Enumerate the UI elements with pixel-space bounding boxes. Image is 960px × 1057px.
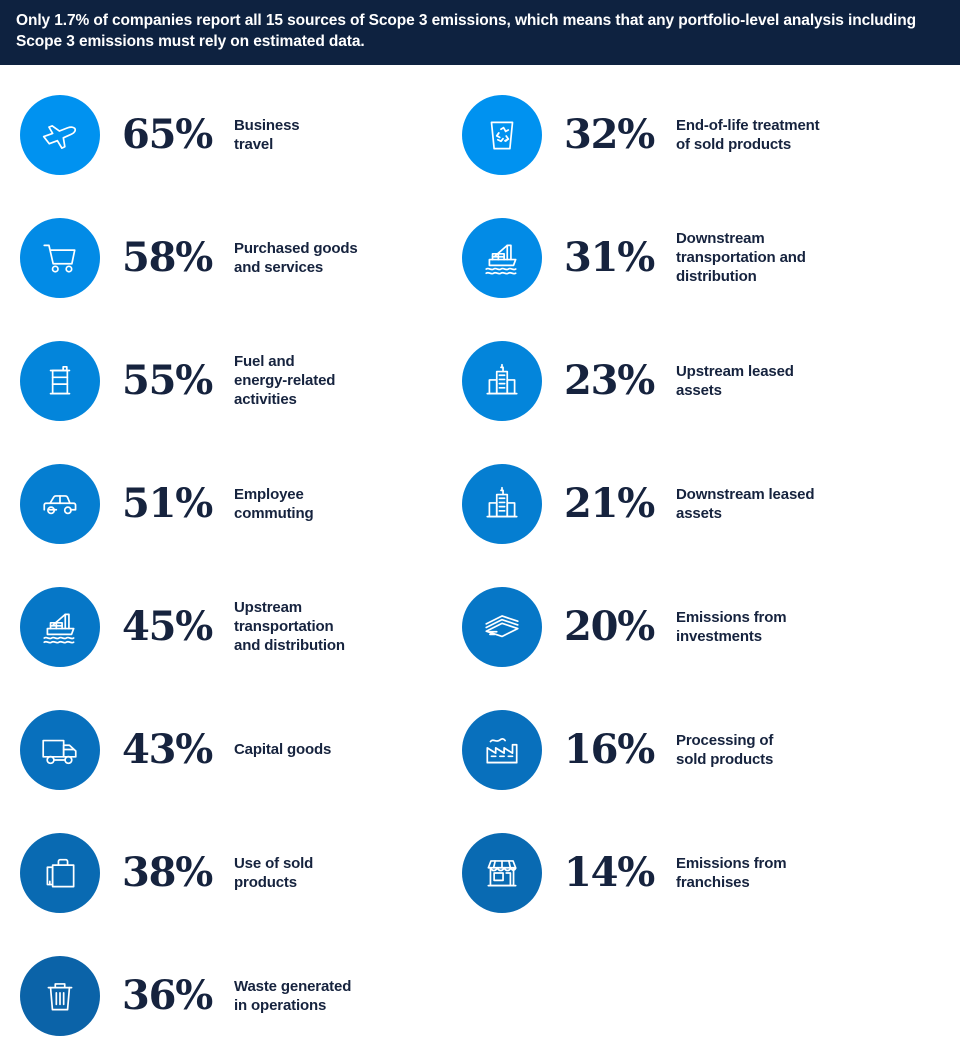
stat-percentage: 21% xyxy=(564,479,655,527)
stat-percentage: 55% xyxy=(122,356,213,404)
statistics-grid: 65% Business travel 58% Purchased goods and… xyxy=(0,65,960,1036)
banner-text: Only 1.7% of companies report all 15 sou… xyxy=(16,12,916,50)
stat-label: Employee commuting xyxy=(234,485,314,522)
stat-percentage: 58% xyxy=(122,233,213,281)
stat-label: Upstream transportation and distribution xyxy=(234,599,345,655)
stat-item: 36% Waste generated in operations xyxy=(0,934,460,1057)
stat-item: 31% Downstream transportation and distrib… xyxy=(442,196,902,319)
stat-percentage: 20% xyxy=(564,602,655,650)
stat-label: Fuel and energy-related activities xyxy=(234,353,336,409)
stat-label: Upstream leased assets xyxy=(676,362,794,399)
stat-item: 43% Capital goods xyxy=(0,688,460,811)
stat-item: 21% Downstream leased assets xyxy=(442,442,902,565)
stat-item: 55% Fuel and energy-related activities xyxy=(0,319,460,442)
stat-percentage: 45% xyxy=(122,602,213,650)
stat-label: Processing of sold products xyxy=(676,731,774,768)
office-buildings-icon xyxy=(462,463,542,544)
stat-percentage: 16% xyxy=(564,725,655,773)
money-stack-icon xyxy=(462,586,542,667)
stat-label: Capital goods xyxy=(234,741,332,759)
stat-label: Business travel xyxy=(234,116,300,153)
stat-percentage: 36% xyxy=(122,971,213,1019)
stat-item: 14% Emissions from franchises xyxy=(442,811,902,934)
stat-percentage: 31% xyxy=(564,233,655,281)
header-banner: Only 1.7% of companies report all 15 sou… xyxy=(0,0,960,66)
car-icon xyxy=(20,463,100,544)
left-column: 65% Business travel 58% Purchased goods and… xyxy=(0,73,460,1057)
stat-label: Emissions from franchises xyxy=(676,854,787,891)
stat-label: Emissions from investments xyxy=(676,608,787,645)
stat-item: 38% Use of sold products xyxy=(0,811,460,934)
stat-label: Downstream leased assets xyxy=(676,485,815,522)
stat-label: Downstream transportation and distributi… xyxy=(676,230,806,286)
stat-item: 58% Purchased goods and services xyxy=(0,196,460,319)
stat-label: Purchased goods and services xyxy=(234,239,358,276)
trash-bin-icon xyxy=(20,955,100,1036)
stat-percentage: 23% xyxy=(564,356,655,404)
stat-item: 16% Processing of sold products xyxy=(442,688,902,811)
shopping-cart-icon xyxy=(20,217,100,298)
stat-percentage: 43% xyxy=(122,725,213,773)
stat-item: 45% Upstream transportation and distribut… xyxy=(0,565,460,688)
stat-item: 20% Emissions from investments xyxy=(442,565,902,688)
office-buildings-icon xyxy=(462,340,542,421)
factory-icon xyxy=(462,709,542,790)
right-column: 32% End-of-life treatment of sold product… xyxy=(442,73,902,934)
stat-percentage: 32% xyxy=(564,110,655,158)
stat-percentage: 65% xyxy=(122,110,213,158)
stat-percentage: 51% xyxy=(122,479,213,527)
storefront-icon xyxy=(462,832,542,913)
cargo-ship-icon xyxy=(20,586,100,667)
stat-item: 23% Upstream leased assets xyxy=(442,319,902,442)
stat-item: 32% End-of-life treatment of sold product… xyxy=(442,73,902,196)
stat-percentage: 14% xyxy=(564,848,655,896)
stat-item: 51% Employee commuting xyxy=(0,442,460,565)
stat-label: Waste generated in operations xyxy=(234,977,352,1014)
stat-label: Use of sold products xyxy=(234,854,314,891)
stat-item: 65% Business travel xyxy=(0,73,460,196)
suitcase-icon xyxy=(20,832,100,913)
fuel-barrel-icon xyxy=(20,340,100,421)
delivery-truck-icon xyxy=(20,709,100,790)
cargo-ship-icon xyxy=(462,217,542,298)
recycling-bin-icon xyxy=(462,94,542,175)
airplane-icon xyxy=(20,94,100,175)
stat-label: End-of-life treatment of sold products xyxy=(676,116,820,153)
stat-percentage: 38% xyxy=(122,848,213,896)
